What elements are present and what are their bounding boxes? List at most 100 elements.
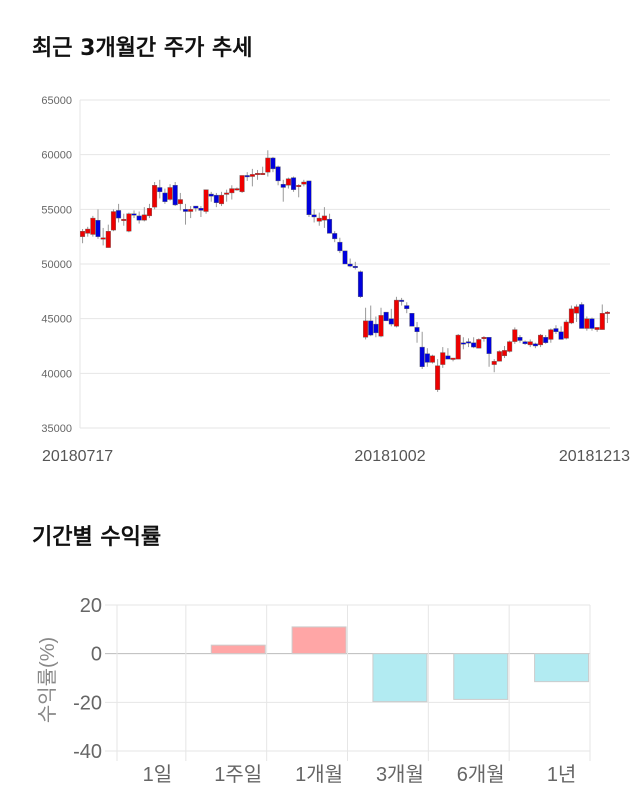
- y-tick-label: 40000: [41, 368, 72, 380]
- candle-body: [121, 218, 127, 221]
- candle-body: [363, 320, 369, 338]
- candle-body: [280, 183, 286, 188]
- candle-body: [589, 318, 595, 329]
- candle-body: [95, 220, 101, 237]
- y-axis-label: 수익률(%): [36, 637, 59, 723]
- candle-body: [594, 327, 600, 330]
- candle-body: [440, 352, 446, 365]
- x-tick-label: 20181213: [559, 448, 630, 465]
- candle-body: [517, 337, 523, 341]
- candle-body: [188, 209, 194, 212]
- candle-body: [321, 215, 327, 221]
- candle-body: [548, 329, 554, 340]
- candle-body: [599, 313, 605, 330]
- candle-body: [141, 214, 147, 221]
- return-bar: [210, 644, 266, 655]
- candle-body: [311, 214, 317, 218]
- candle-body: [172, 185, 178, 206]
- candle-body: [193, 205, 199, 209]
- x-tick-label: 6개월: [457, 763, 505, 786]
- candle-body: [85, 228, 91, 234]
- candle-body: [579, 304, 585, 329]
- candle-body: [275, 166, 281, 182]
- x-tick-label: 1주일: [214, 763, 262, 786]
- candle-body: [368, 320, 374, 336]
- candle-body: [445, 355, 451, 360]
- candle-body: [296, 185, 302, 187]
- candle-body: [80, 230, 86, 237]
- x-tick-label: 1개월: [295, 763, 343, 786]
- candle-body: [373, 323, 379, 334]
- y-tick-label: -40: [73, 741, 102, 763]
- candle-body: [558, 331, 564, 340]
- y-tick-label: 55000: [41, 204, 72, 216]
- candle-body: [167, 187, 173, 200]
- candle-body: [512, 329, 518, 342]
- candle-body: [234, 188, 240, 191]
- candle-body: [399, 299, 405, 302]
- candle-body: [414, 327, 420, 332]
- candle-body: [496, 351, 502, 362]
- candle-body: [604, 311, 610, 314]
- candle-body: [435, 365, 441, 390]
- candle-body: [229, 188, 235, 194]
- candle-body: [574, 306, 580, 314]
- candle-body: [100, 237, 106, 240]
- candle-body: [198, 208, 204, 211]
- y-tick-label: 65000: [41, 95, 72, 107]
- candle-body: [522, 341, 528, 345]
- candle-body: [110, 211, 116, 231]
- candle-body: [419, 346, 425, 367]
- candle-body: [342, 250, 348, 265]
- candle-body: [429, 355, 435, 363]
- candle-body: [538, 334, 544, 346]
- candle-body: [352, 265, 358, 268]
- candle-body: [105, 230, 111, 248]
- candle-body: [460, 342, 466, 345]
- candle-body: [136, 215, 142, 221]
- candle-body: [244, 175, 250, 178]
- candle-body: [404, 305, 410, 310]
- candle-body: [131, 213, 137, 216]
- candle-body: [182, 209, 188, 212]
- candle-body: [409, 313, 415, 327]
- candle-body: [327, 218, 333, 234]
- y-tick-label: 0: [91, 644, 102, 666]
- candle-body: [378, 315, 384, 337]
- x-tick-label: 20181002: [354, 448, 425, 465]
- return-bar: [372, 653, 428, 703]
- candle-body: [450, 357, 456, 360]
- candle-body: [388, 318, 394, 325]
- candle-body: [476, 339, 482, 349]
- candle-body: [90, 217, 96, 235]
- candle-body: [455, 334, 461, 360]
- return-bar: [534, 653, 590, 683]
- y-tick-label: 45000: [41, 314, 72, 326]
- candle-body: [208, 193, 214, 197]
- candle-body: [543, 337, 549, 343]
- candle-body: [249, 174, 255, 177]
- candle-body: [126, 213, 132, 232]
- y-tick-label: -20: [73, 692, 102, 714]
- candle-body: [357, 271, 363, 297]
- candle-body: [347, 263, 353, 267]
- candle-body: [213, 194, 219, 203]
- candle-body: [507, 341, 513, 352]
- x-tick-label: 1년: [547, 763, 577, 786]
- candle-body: [306, 180, 312, 215]
- price-chart-title: 최근 3개월간 주가 추세: [32, 36, 253, 61]
- x-tick-label: 3개월: [376, 763, 424, 786]
- candle-body: [568, 308, 574, 324]
- candle-body: [424, 353, 430, 363]
- candle-body: [563, 321, 569, 339]
- candle-body: [162, 192, 168, 202]
- candle-body: [301, 181, 307, 185]
- candle-body: [383, 311, 389, 322]
- return-bar: [453, 653, 509, 700]
- candle-body: [270, 157, 276, 170]
- candle-body: [532, 343, 538, 347]
- candle-body: [502, 350, 508, 357]
- y-tick-label: 50000: [41, 259, 72, 271]
- x-tick-label: 20180717: [42, 448, 113, 465]
- candle-body: [337, 241, 343, 252]
